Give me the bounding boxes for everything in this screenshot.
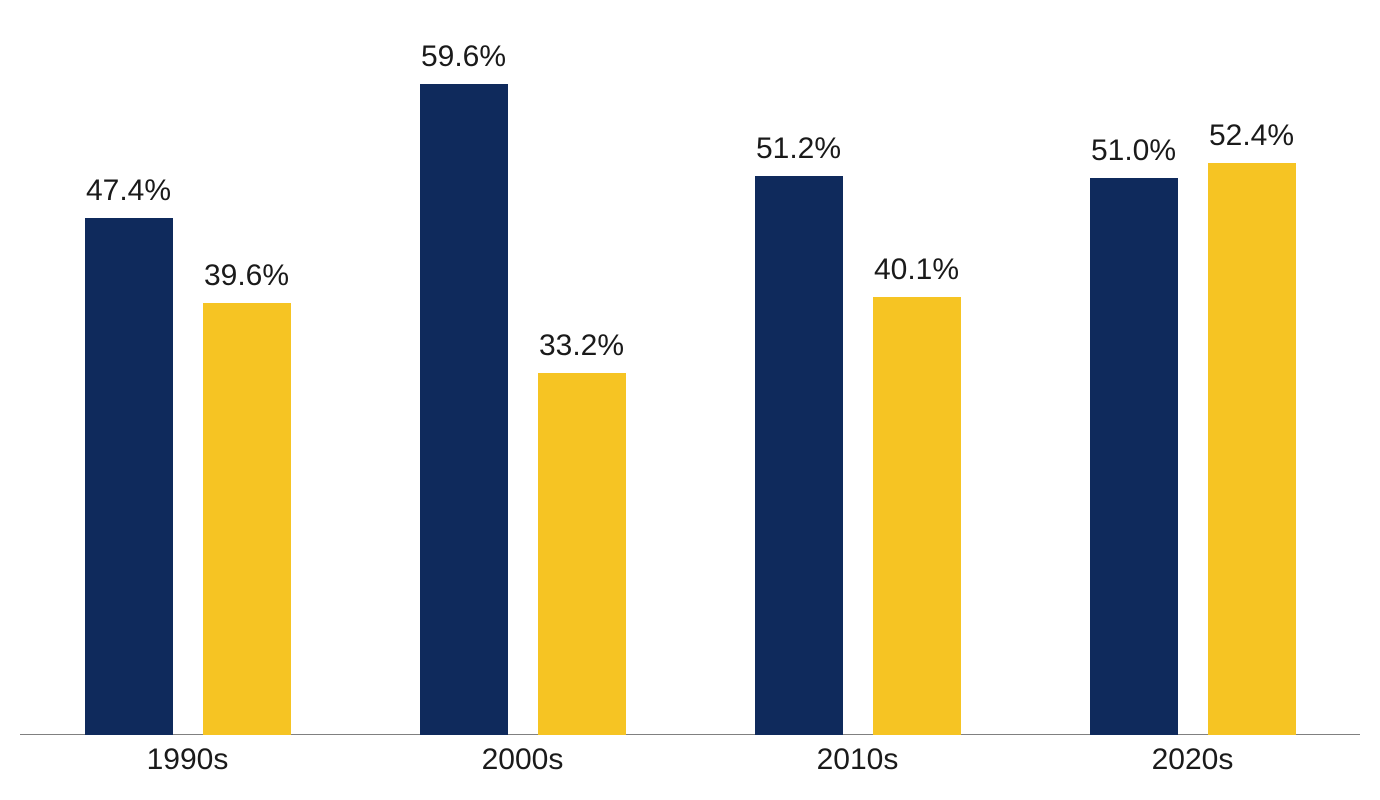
bar-value-label: 39.6% [172,259,322,293]
bar-value-label: 59.6% [389,40,539,74]
category-label: 1990s [20,743,355,777]
plot-area: 1990s47.4%39.6%2000s59.6%33.2%2010s51.2%… [20,80,1360,735]
bar-series-a [755,176,843,735]
bar-value-label: 51.2% [724,132,874,166]
bar-series-b [873,297,961,735]
bar-series-a [1090,178,1178,735]
bar-value-label: 47.4% [54,174,204,208]
bar-value-label: 40.1% [842,253,992,287]
bar-series-b [203,303,291,735]
bar-value-label: 33.2% [507,329,657,363]
category-label: 2020s [1025,743,1360,777]
bar-series-b [538,373,626,735]
bar-series-a [420,84,508,735]
category-label: 2000s [355,743,690,777]
bar-series-b [1208,163,1296,735]
bar-series-a [85,218,173,735]
bar-chart: 1990s 47.4% 39.6% 2000s 59.6% 33.2% 2010s 51.2%… [0,0,1380,800]
bar-value-label: 52.4% [1177,119,1327,153]
category-label: 2010s [690,743,1025,777]
